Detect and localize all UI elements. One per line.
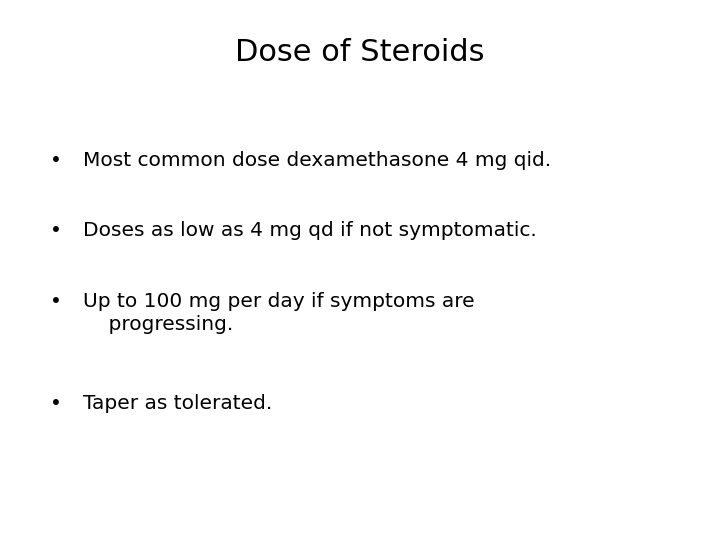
Text: Dose of Steroids: Dose of Steroids <box>235 38 485 67</box>
Text: Doses as low as 4 mg qd if not symptomatic.: Doses as low as 4 mg qd if not symptomat… <box>83 221 536 240</box>
Text: •: • <box>50 151 62 170</box>
Text: •: • <box>50 394 62 413</box>
Text: •: • <box>50 292 62 310</box>
Text: Up to 100 mg per day if symptoms are
    progressing.: Up to 100 mg per day if symptoms are pro… <box>83 292 474 334</box>
Text: Most common dose dexamethasone 4 mg qid.: Most common dose dexamethasone 4 mg qid. <box>83 151 551 170</box>
Text: Taper as tolerated.: Taper as tolerated. <box>83 394 272 413</box>
Text: •: • <box>50 221 62 240</box>
